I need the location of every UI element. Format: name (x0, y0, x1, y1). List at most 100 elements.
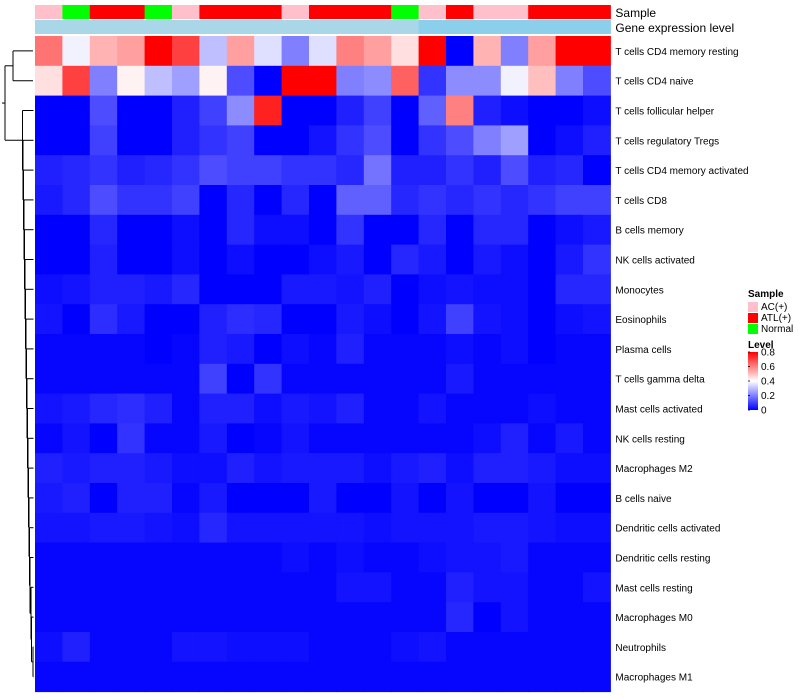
heatmap-cell (583, 95, 611, 126)
heatmap-cell (500, 334, 529, 365)
heatmap-cell (363, 542, 392, 573)
heatmap-cell (89, 512, 118, 544)
heatmap-cell (35, 185, 63, 216)
heatmap-cell (254, 393, 283, 424)
heatmap-cell (144, 65, 173, 97)
heatmap-cell (172, 483, 200, 514)
gene-level-anno-cell (528, 20, 557, 34)
heatmap-cell (391, 423, 420, 454)
row-label: Eosinophils (615, 315, 666, 326)
heatmap-cell (144, 304, 173, 335)
heatmap-cell (446, 542, 474, 573)
heatmap-cell (363, 214, 392, 246)
heatmap-cell (446, 632, 474, 663)
heatmap-cell (418, 36, 447, 67)
heatmap-cell (254, 512, 283, 544)
heatmap-cell (89, 572, 118, 603)
heatmap-cell (199, 65, 228, 97)
heatmap-cell (363, 185, 392, 216)
heatmap-cell (583, 214, 611, 246)
heatmap-cell (336, 483, 365, 514)
heatmap-cell (62, 214, 91, 246)
sample-anno-cell (172, 5, 200, 19)
heatmap-cell (199, 602, 228, 633)
heatmap-cell (117, 36, 146, 67)
heatmap-cell (254, 602, 283, 633)
heatmap-cell (117, 185, 146, 216)
heatmap-cell (555, 632, 584, 663)
heatmap-cell (583, 334, 611, 365)
heatmap-cell (309, 483, 337, 514)
heatmap-cell (418, 363, 447, 395)
heatmap-cell (473, 214, 502, 246)
heatmap-cell (583, 363, 611, 395)
heatmap-cell (309, 453, 337, 484)
heatmap-cell (144, 36, 173, 67)
sample-anno-cell (144, 5, 173, 19)
heatmap-cell (199, 453, 228, 484)
heatmap-cell (528, 244, 557, 275)
heatmap-cell (555, 572, 584, 603)
legend-sample-label: AC(+) (761, 302, 787, 313)
heatmap-cell (528, 363, 557, 395)
sample-anno-cell (254, 5, 283, 19)
heatmap-cell (89, 125, 118, 156)
heatmap-cell (35, 363, 63, 395)
heatmap-cell (500, 244, 529, 275)
heatmap-cell (336, 661, 365, 693)
heatmap-cell (336, 542, 365, 573)
heatmap-cell (254, 214, 283, 246)
gene-level-anno-cell (35, 20, 63, 34)
heatmap-cell (418, 95, 447, 126)
heatmap-cell (226, 393, 255, 424)
heatmap-cell (35, 95, 63, 126)
heatmap-cell (35, 334, 63, 365)
heatmap-cell (172, 423, 200, 454)
heatmap-cell (446, 36, 474, 67)
heatmap-cell (35, 661, 63, 693)
heatmap-cell (391, 95, 420, 126)
heatmap-cell (391, 65, 420, 97)
heatmap-cell (144, 155, 173, 186)
heatmap-cell (446, 125, 474, 156)
heatmap-cell (391, 244, 420, 275)
heatmap-cell (336, 453, 365, 484)
heatmap-cell (35, 512, 63, 544)
heatmap-cell (528, 36, 557, 67)
sample-anno-cell (35, 5, 63, 19)
legend-level-ticks: 0.8 0.6 0.4 0.2 0 (748, 348, 775, 417)
heatmap-cell (309, 244, 337, 275)
heatmap-cell (254, 244, 283, 275)
gene-level-anno-cell (418, 20, 447, 34)
heatmap-cell (309, 512, 337, 544)
heatmap-cell (309, 632, 337, 663)
heatmap-cell (117, 602, 146, 633)
heatmap-cell (35, 155, 63, 186)
heatmap-cell (418, 244, 447, 275)
heatmap-cell (89, 363, 118, 395)
heatmap-cell (528, 95, 557, 126)
heatmap-cell (391, 542, 420, 573)
annotation-label: Sample (615, 6, 656, 20)
heatmap-cell (144, 483, 173, 514)
legend-tick-label: 0.4 (761, 377, 775, 388)
heatmap-cell (226, 423, 255, 454)
heatmap-cell (89, 453, 118, 484)
heatmap-cell (473, 244, 502, 275)
heatmap-cell (35, 304, 63, 335)
heatmap-cell (199, 185, 228, 216)
heatmap-cell (473, 512, 502, 544)
heatmap-cell (391, 393, 420, 424)
heatmap-cell (528, 661, 557, 693)
row-label: T cells CD4 naive (615, 77, 694, 88)
heatmap-cell (117, 244, 146, 275)
heatmap-cell (391, 483, 420, 514)
heatmap-cell (446, 155, 474, 186)
heatmap-cell (555, 125, 584, 156)
row-dendrogram (2, 50, 34, 678)
heatmap-cell (62, 572, 91, 603)
heatmap-cell (473, 125, 502, 156)
heatmap-cell (391, 661, 420, 693)
heatmap-cell (528, 155, 557, 186)
